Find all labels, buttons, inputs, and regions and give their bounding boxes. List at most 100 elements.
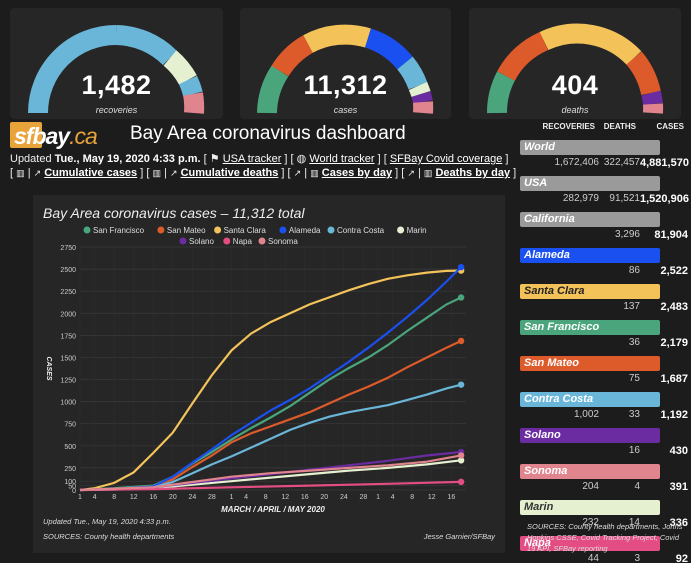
region-row[interactable]: San Francisco 36 2,179 [520, 317, 688, 350]
region-deaths: 14 [628, 517, 640, 528]
series-endpoint [457, 294, 465, 301]
x-axis-label: MARCH / APRIL / MAY 2020 [221, 505, 325, 514]
x-tick-label: 12 [281, 494, 289, 501]
y-tick-label: 500 [64, 444, 76, 451]
legend-label: Contra Costa [337, 226, 385, 235]
line-chart-icon: ↗ [33, 168, 42, 178]
region-recoveries: 232 [582, 517, 599, 528]
recoveries-label: recoveries [95, 105, 138, 115]
region-name: Santa Clara [520, 284, 660, 299]
x-tick-label: 1 [78, 494, 82, 501]
region-row[interactable]: Alameda 86 2,522 [520, 245, 688, 278]
region-row[interactable]: California 3,296 81,904 [520, 209, 688, 242]
region-recoveries: 204 [582, 481, 599, 492]
region-row[interactable]: World 1,672,406 322,457 4,881,570 [520, 137, 689, 170]
region-deaths: 36 [628, 337, 640, 348]
cases-label: cases [333, 105, 358, 115]
globe-icon: ◍ [296, 153, 307, 165]
bar-chart-icon: ▥ [310, 168, 319, 178]
x-tick-label: 24 [340, 494, 348, 501]
region-recoveries: 44 [587, 553, 599, 563]
region-row[interactable]: Contra Costa 1,002 33 1,192 [520, 389, 688, 422]
region-cases: 81,904 [654, 229, 688, 241]
region-row[interactable]: Sonoma 204 4 391 [520, 461, 688, 494]
series-endpoint [457, 381, 465, 388]
region-row[interactable]: USA 282,979 91,521 1,520,906 [520, 173, 689, 206]
x-tick-label: 28 [208, 494, 216, 501]
legend-label: Alameda [289, 226, 321, 235]
region-cases: 1,520,906 [640, 193, 689, 205]
x-tick-label: 12 [428, 494, 436, 501]
legend-swatch [397, 226, 405, 234]
series-line [79, 339, 462, 492]
series-line [79, 459, 462, 492]
y-tick-label: 2000 [60, 311, 76, 318]
line-chart-icon: ↗ [169, 168, 178, 178]
legend-label: Napa [233, 237, 253, 246]
bar-chart-icon: ▥ [423, 168, 433, 178]
y-tick-label: 750 [64, 422, 76, 429]
x-tick-label: 8 [112, 494, 116, 501]
sfbay-coverage-link[interactable]: SFBay Covid coverage [389, 153, 503, 165]
deaths-by-day-link[interactable]: Deaths by day [435, 167, 511, 179]
region-cases: 430 [669, 445, 688, 457]
y-axis-label: CASES [45, 356, 52, 380]
series-endpoint [457, 478, 465, 486]
line-chart-icon: ↗ [407, 168, 415, 178]
region-cases: 1,192 [660, 409, 688, 421]
legend-swatch [214, 226, 222, 234]
region-recoveries [524, 299, 599, 314]
series-line [79, 480, 462, 492]
region-cases: 2,483 [660, 301, 688, 313]
bar-chart-icon: ▥ [152, 168, 161, 178]
y-tick-label: 1000 [60, 400, 76, 407]
region-recoveries: 282,979 [562, 193, 599, 204]
cumulative-cases-link[interactable]: Cumulative cases [44, 167, 138, 179]
deaths-label: deaths [561, 105, 589, 115]
region-deaths: 322,457 [603, 157, 640, 168]
region-name: Alameda [520, 248, 660, 263]
region-values: 232 14 336 [520, 515, 688, 530]
region-name: California [520, 212, 660, 227]
region-row[interactable]: Solano 16 430 [520, 425, 688, 458]
region-name: World [520, 140, 660, 155]
cases-gauge: 11,312 cases [240, 8, 451, 119]
region-row[interactable]: San Mateo 75 1,687 [520, 353, 688, 386]
x-tick-label: 8 [410, 494, 414, 501]
world-tracker-link[interactable]: World tracker [309, 153, 375, 165]
series-line [79, 266, 462, 492]
legend-swatch [223, 237, 231, 245]
series-line [79, 269, 462, 492]
cases-line-chart: Bay Area coronavirus cases – 11,312 tota… [43, 205, 497, 541]
region-cases: 2,522 [660, 265, 688, 277]
chart-updated-note: Updated Tue., May 19, 2020 4:33 p.m. [43, 517, 171, 526]
cases-value: 11,312 [303, 70, 388, 100]
totals-table: RECOVERIES DEATHS CASES World 1,672,406 32… [520, 122, 689, 563]
region-name: Sonoma [520, 464, 660, 479]
cumulative-deaths-link[interactable]: Cumulative deaths [180, 167, 279, 179]
region-row[interactable]: Marin 232 14 336 [520, 497, 688, 530]
y-tick-label: 1250 [60, 378, 76, 385]
region-values: 1,672,406 322,457 4,881,570 [520, 155, 689, 170]
usa-tracker-link[interactable]: USA tracker [222, 153, 282, 165]
region-row[interactable]: Santa Clara 137 2,483 [520, 281, 688, 314]
chart-source-note: SOURCES: County health departments [43, 532, 175, 541]
y-tick-label: 100 [64, 479, 76, 486]
x-tick-label: 28 [359, 494, 367, 501]
series-line [79, 383, 462, 492]
region-cases: 336 [669, 517, 688, 529]
cases-chart-panel: Bay Area coronavirus cases – 11,312 tota… [33, 195, 505, 553]
cases-by-day-link[interactable]: Cases by day [321, 167, 393, 179]
legend-label: Marin [407, 226, 427, 235]
region-cases: 92 [675, 553, 688, 563]
region-recoveries [524, 227, 599, 242]
chart-links: [ ▥ | ↗ Cumulative cases ] [ ▥ | ↗ Cumul… [10, 167, 517, 179]
region-name: USA [520, 176, 660, 191]
legend-label: San Mateo [167, 226, 206, 235]
chart-credit: Jesse Garnier/SFBay [423, 532, 497, 541]
legend-swatch [157, 226, 165, 234]
x-tick-label: 1 [230, 494, 234, 501]
region-deaths: 3 [634, 553, 640, 563]
region-row[interactable]: Napa 44 3 92 [520, 533, 688, 563]
x-tick-label: 16 [447, 494, 455, 501]
